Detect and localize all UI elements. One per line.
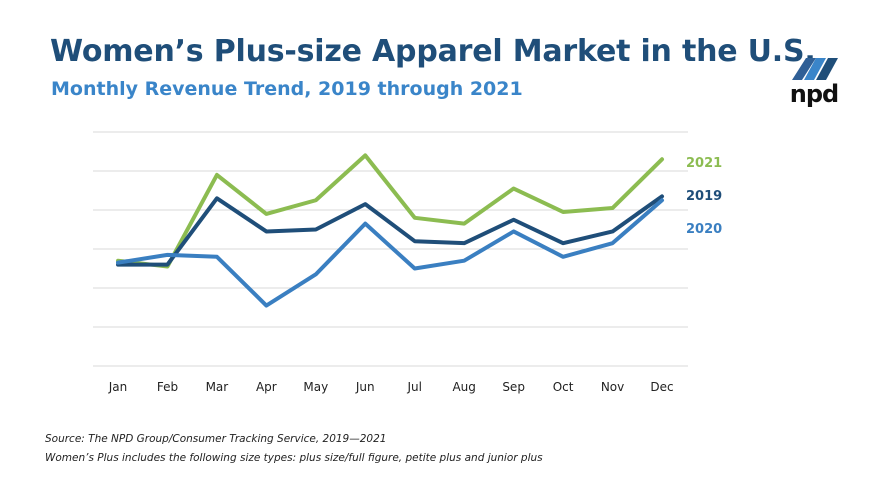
page-title: Women’s Plus-size Apparel Market in the … xyxy=(50,34,816,69)
x-axis-tick-labels: Jan Feb Mar Apr May Jun Jul Aug Sep Oct Nov Dec xyxy=(108,380,674,394)
series-lines xyxy=(116,153,664,308)
series-line-2021 xyxy=(116,153,664,269)
line-chart: Jan Feb Mar Apr May Jun Jul Aug Sep Oct Nov Dec 202… xyxy=(93,131,722,394)
x-tick-label: Jun xyxy=(355,380,375,394)
x-tick-label: Nov xyxy=(601,380,624,394)
x-tick-label: Jan xyxy=(108,380,128,394)
x-tick-label: Dec xyxy=(650,380,673,394)
x-tick-label: Aug xyxy=(452,380,475,394)
x-tick-label: Apr xyxy=(256,380,277,394)
x-tick-label: Jul xyxy=(406,380,421,394)
series-line-2019 xyxy=(116,194,664,267)
x-tick-label: Sep xyxy=(502,380,525,394)
x-tick-label: Oct xyxy=(553,380,574,394)
x-tick-label: Mar xyxy=(206,380,229,394)
x-tick-label: May xyxy=(303,380,328,394)
series-label-2020: 2020 xyxy=(686,222,722,237)
source-note: Source: The NPD Group/Consumer Tracking … xyxy=(45,433,387,445)
logo-text: npd xyxy=(790,80,838,108)
series-line-2020 xyxy=(116,198,664,308)
series-labels: 2021 2019 2020 xyxy=(686,156,722,237)
page-subtitle: Monthly Revenue Trend, 2019 through 2021 xyxy=(51,78,523,100)
series-label-2021: 2021 xyxy=(686,156,722,171)
size-types-note: Women’s Plus includes the following size… xyxy=(45,452,543,464)
series-label-2019: 2019 xyxy=(686,189,722,204)
npd-logo-icon: npd xyxy=(790,58,839,108)
grid-lines xyxy=(93,131,688,367)
x-tick-label: Feb xyxy=(157,380,178,394)
